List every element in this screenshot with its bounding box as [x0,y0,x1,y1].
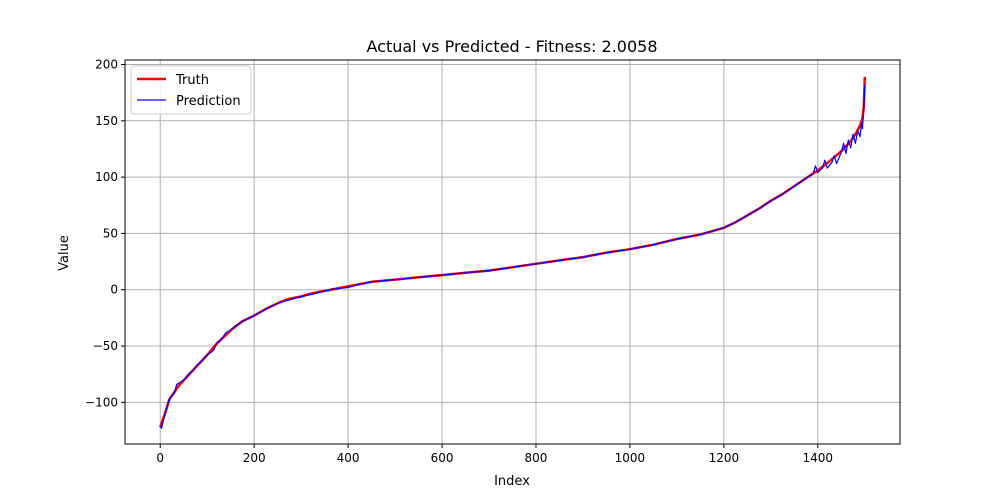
chart-title: Actual vs Predicted - Fitness: 2.0058 [366,37,657,56]
y-tick-label: −100 [85,395,118,409]
x-tick-label: 200 [243,451,266,465]
y-tick-label: 0 [110,283,118,297]
y-tick-label: −50 [93,339,118,353]
x-tick-label: 1400 [803,451,834,465]
legend: Truth Prediction [130,65,252,115]
grid-layer [125,60,900,444]
legend-label-prediction: Prediction [176,94,241,109]
legend-label-truth: Truth [175,73,209,88]
y-tick-label: 100 [95,170,118,184]
x-tick-label: 400 [337,451,360,465]
y-axis-label: Value [57,235,72,271]
series-line-prediction [159,84,866,429]
x-tick-label: 0 [156,451,164,465]
y-tick-label: 50 [103,226,118,240]
x-tick-label: 1000 [615,451,646,465]
series-layer [159,76,867,429]
y-tick-label: 150 [95,114,118,128]
x-tick-label: 600 [431,451,454,465]
x-tick-label: 800 [525,451,548,465]
x-axis-label: Index [494,474,530,489]
y-tick-label: 200 [95,58,118,72]
tick-layer: 0 200 400 600 800 1000 1200 1400 −100 −50 0 50 100 15… [85,58,833,465]
plot-frame [124,59,901,445]
x-tick-label: 1200 [709,451,740,465]
